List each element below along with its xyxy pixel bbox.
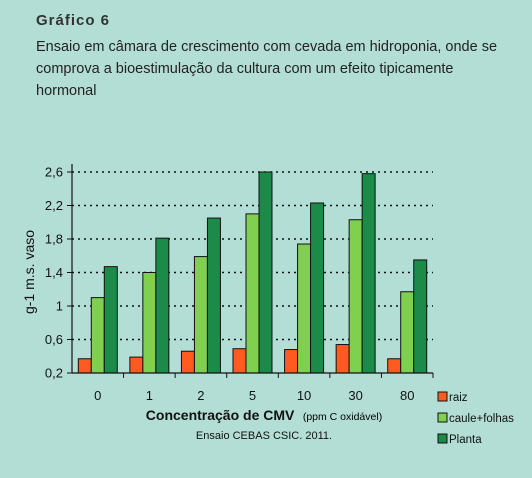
- bar-raiz: [335, 344, 350, 374]
- x-tick-labels: 0 1 2 5 10 30 80: [94, 388, 414, 403]
- x-tick-label: 2: [197, 388, 204, 403]
- bar-planta: [361, 173, 376, 374]
- x-tick-label: 30: [348, 388, 362, 403]
- legend-label: Planta: [449, 434, 482, 446]
- x-tick-label: 10: [297, 388, 311, 403]
- legend-swatch: [437, 391, 448, 402]
- legend-swatch: [437, 433, 448, 444]
- bar-raiz: [129, 356, 144, 374]
- y-tick-label: 0,2: [45, 366, 63, 381]
- bar-caulefolhas: [297, 243, 312, 374]
- chart-subtitle: Ensaio em câmara de crescimento com ceva…: [36, 39, 498, 99]
- bar-planta: [155, 237, 170, 374]
- bar-raiz: [387, 358, 402, 374]
- source-note: Ensaio CEBAS CSIC. 2011.: [196, 430, 332, 442]
- chart-heading: Gráfico 6: [36, 12, 111, 29]
- bar-caulefolhas: [142, 272, 157, 374]
- legend-label: caule+folhas: [449, 413, 514, 425]
- bar-caulefolhas: [400, 291, 415, 374]
- y-tick-label: 1,4: [45, 265, 63, 280]
- bars: [77, 171, 428, 374]
- x-tick-label: 80: [400, 388, 414, 403]
- bar-raiz: [284, 349, 299, 374]
- bar-raiz: [232, 348, 247, 374]
- legend-swatch: [437, 412, 448, 423]
- bar-planta: [413, 259, 428, 374]
- x-axis-label-unit: (ppm C oxidável): [303, 411, 382, 423]
- x-tick-label: 0: [94, 388, 101, 403]
- bar-planta: [103, 266, 118, 374]
- bar-planta: [258, 171, 273, 374]
- x-tick-label: 1: [146, 388, 153, 403]
- y-tick-label: 0,6: [45, 332, 63, 347]
- axes: [67, 164, 434, 378]
- bar-raiz: [77, 358, 92, 374]
- x-axis-label: Concentração de CMV (ppm C oxidável): [146, 407, 382, 424]
- y-tick-labels: 0,2 0,6 1 1,4 1,8 2,2 2,6: [45, 165, 63, 381]
- legend: raiz caule+folhas Planta: [437, 391, 514, 446]
- bar-planta: [206, 217, 221, 374]
- y-axis-label: g-1 m.s. vaso: [21, 230, 37, 314]
- legend-label: raiz: [449, 392, 468, 404]
- bar-caulefolhas: [348, 219, 363, 374]
- bar-raiz: [180, 350, 195, 374]
- y-tick-label: 1,8: [45, 232, 63, 247]
- bar-caulefolhas: [193, 256, 208, 374]
- y-tick-label: 2,6: [45, 165, 63, 180]
- x-tick-label: 5: [249, 388, 256, 403]
- x-axis-label-main: Concentração de CMV: [146, 407, 295, 423]
- y-tick-label: 2,2: [45, 198, 63, 213]
- bar-planta: [310, 202, 325, 374]
- y-tick-label: 1: [56, 299, 63, 314]
- bar-caulefolhas: [90, 297, 105, 374]
- bar-caulefolhas: [245, 213, 260, 374]
